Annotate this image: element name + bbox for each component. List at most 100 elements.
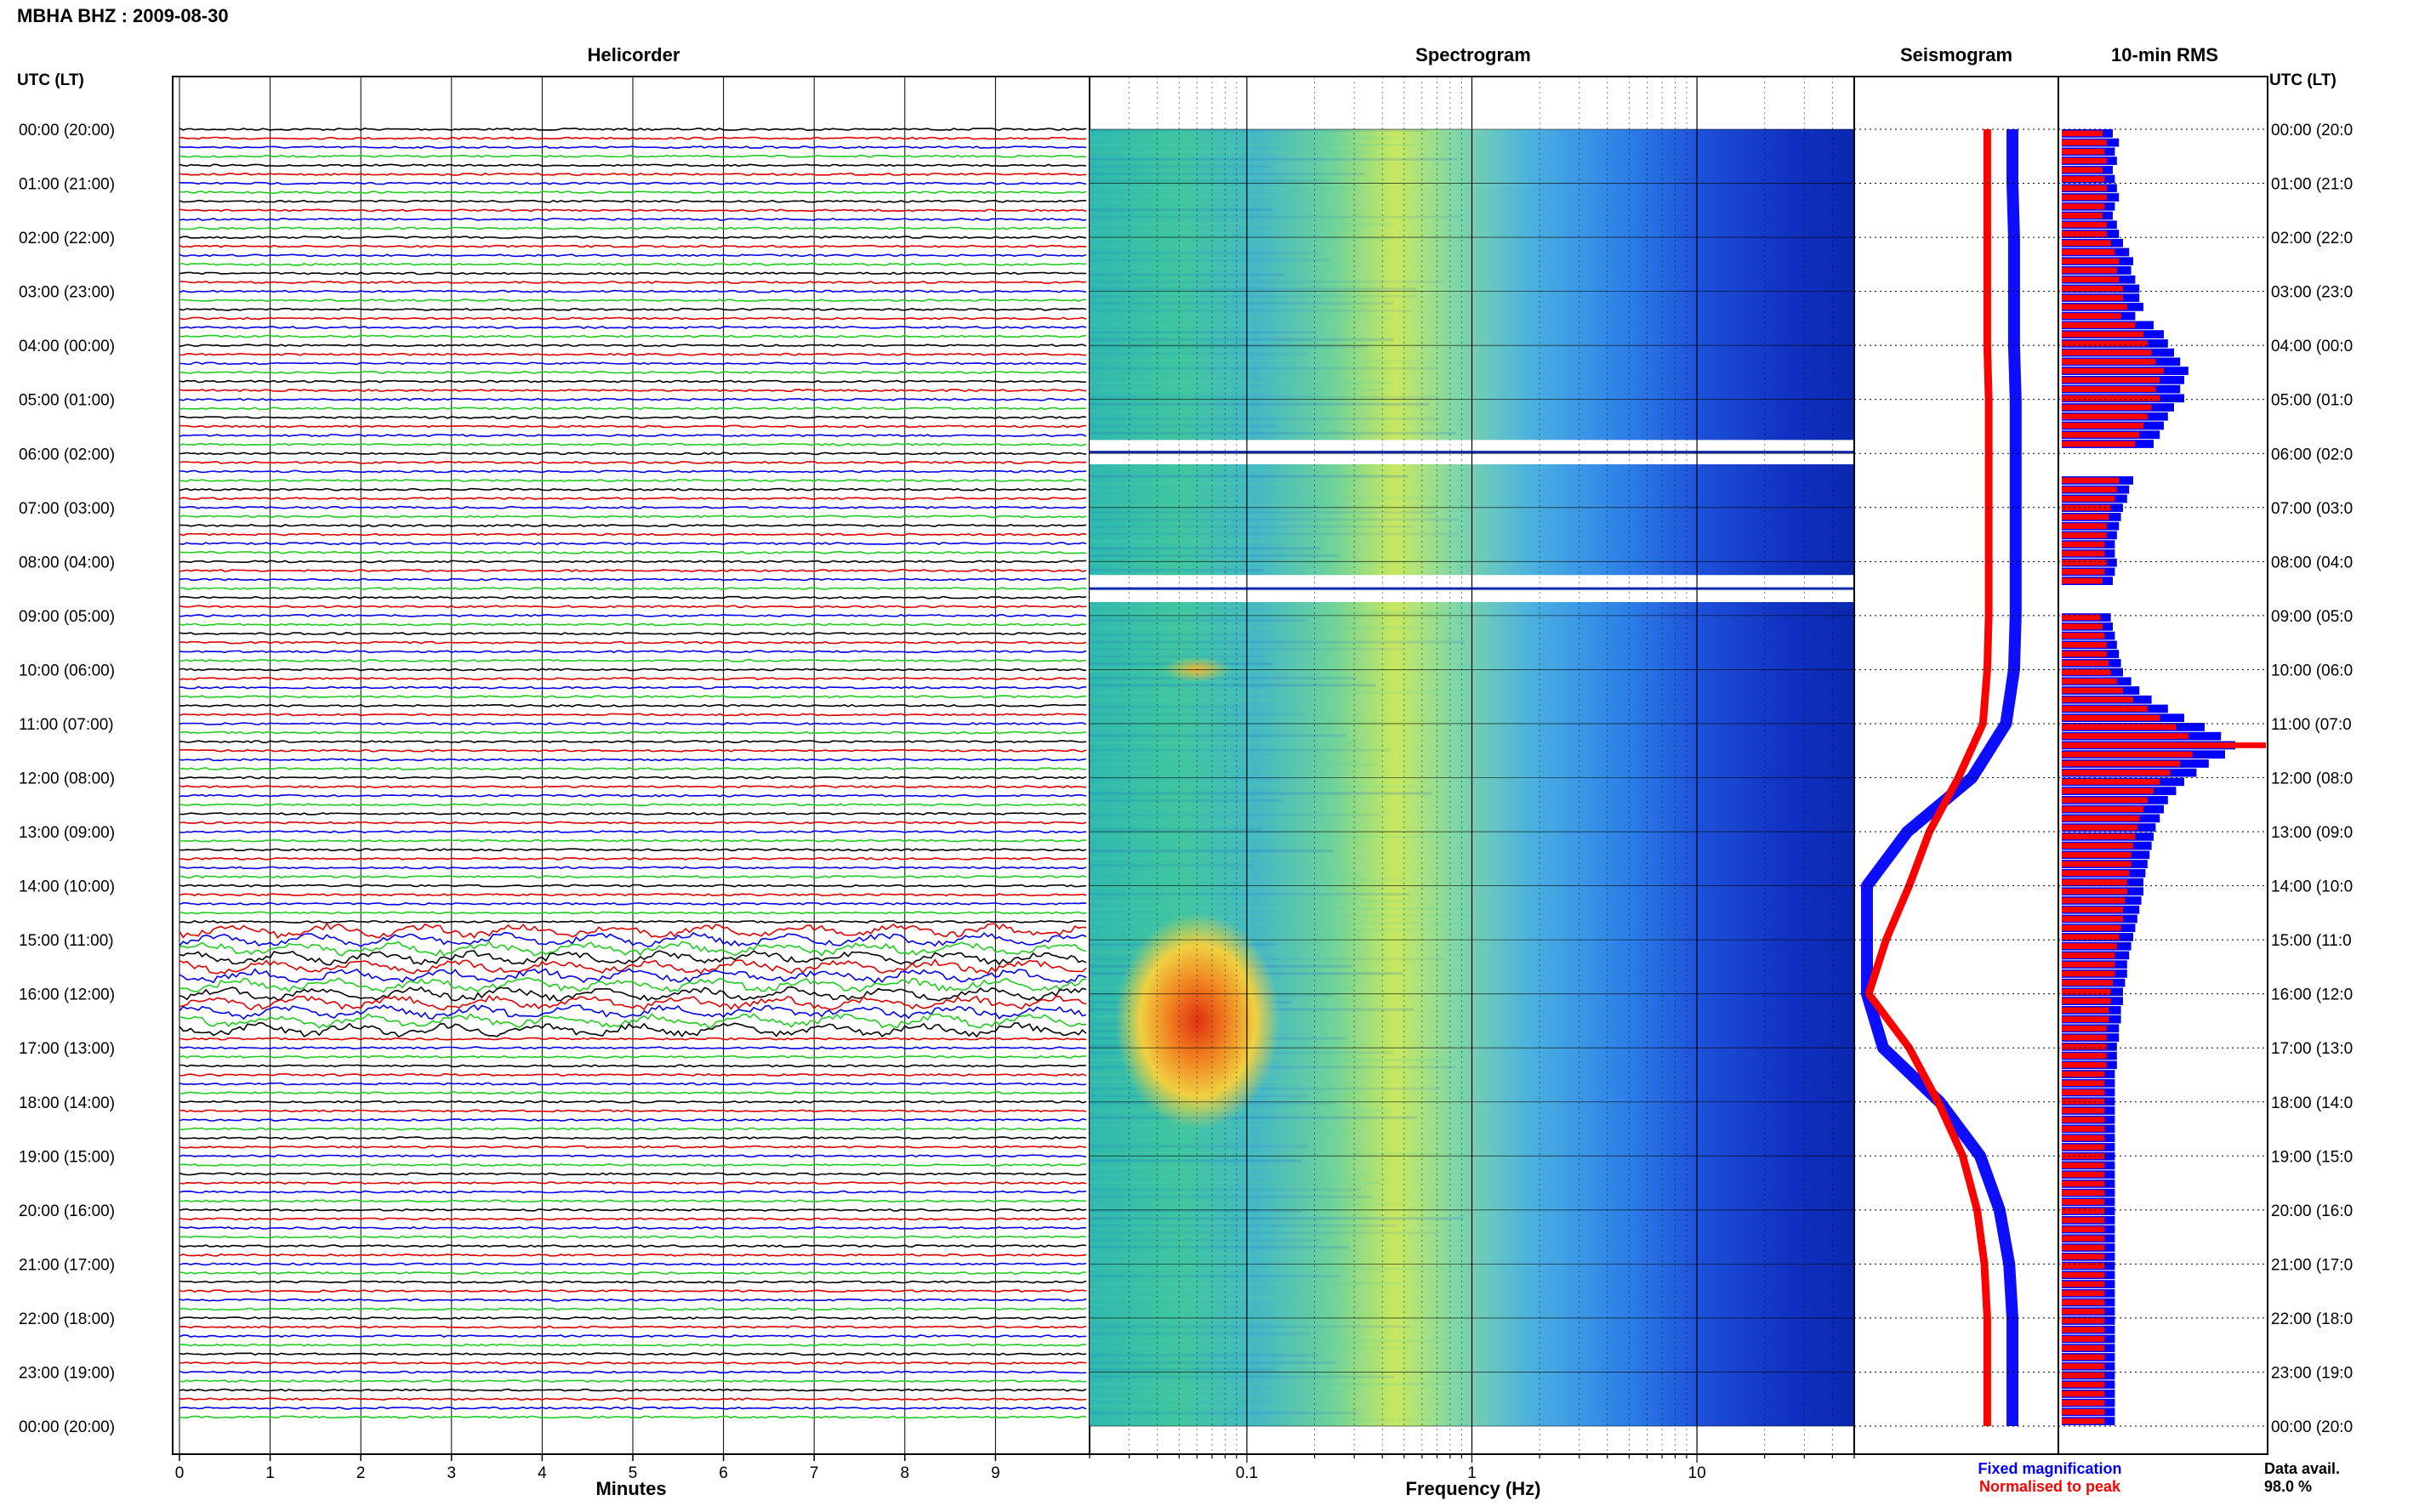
rms-bar-normalised (2062, 395, 2160, 401)
frequency-tick-label: 0.1 (1236, 1464, 1258, 1482)
spectrogram-band (1090, 813, 1381, 816)
rms-bar-normalised (2062, 1409, 2105, 1415)
helicorder-trace (179, 640, 1087, 645)
spectrogram-band (1090, 655, 1266, 658)
rms-bar-normalised (2062, 623, 2103, 630)
rms-bar-normalised (2062, 1363, 2105, 1370)
spectrogram-band (1090, 1412, 1357, 1415)
rms-bar-normalised (2062, 441, 2136, 447)
spectrogram-band (1090, 129, 1426, 132)
rms-bar-normalised (2062, 1134, 2105, 1141)
helicorder-trace (179, 469, 1087, 474)
spectrogram-band (1090, 1253, 1348, 1256)
spectrogram-band (1090, 424, 1277, 428)
spectrogram-band (1090, 309, 1412, 312)
data-avail-value: 98.0 % (2264, 1478, 2312, 1495)
rms-bar-normalised (2062, 560, 2107, 566)
spectrogram-band (1090, 1368, 1276, 1372)
time-label-right: 05:00 (01:0 (2271, 392, 2353, 410)
minute-tick-label: 7 (810, 1464, 819, 1482)
spectrogram-band (1090, 1267, 1470, 1270)
spectrogram-band (1090, 799, 1283, 802)
helicorder-trace (179, 1064, 1087, 1068)
time-label-right: 17:00 (13:0 (2271, 1040, 2353, 1058)
rms-bar-normalised (2062, 350, 2152, 355)
spectrogram-band (1090, 367, 1436, 370)
rms-bar-normalised (2062, 294, 2123, 301)
rms-bar-normalised (2062, 276, 2120, 283)
rms-bar-normalised (2062, 1071, 2105, 1077)
helicorder-trace (179, 289, 1087, 293)
rms-bar-normalised (2062, 1418, 2105, 1424)
spectrogram-band (1090, 1130, 1351, 1134)
figure-title: MBHA BHZ : 2009-08-30 (17, 5, 229, 26)
spectrogram-band (1090, 684, 1376, 687)
time-label-right: 11:00 (07:0 (2271, 716, 2352, 734)
helicorder-trace (179, 452, 1087, 456)
rms-bar-normalised (2062, 1253, 2105, 1260)
helicorder-trace (179, 253, 1087, 258)
spectrogram-band (1090, 561, 1414, 565)
time-label-right: 04:00 (00:0 (2271, 338, 2353, 355)
helicorder-trace (179, 1235, 1087, 1239)
spectrogram-band (1090, 1404, 1332, 1407)
rms-bar-normalised (2062, 532, 2107, 538)
rms-bar-normalised (2062, 1235, 2105, 1242)
rms-bar-normalised (2062, 1162, 2105, 1168)
spectrogram-band (1090, 294, 1417, 298)
helicorder-trace (179, 901, 1087, 906)
helicorder-trace (179, 1289, 1087, 1293)
rms-bar-normalised (2062, 1199, 2105, 1205)
data-avail-label: Data avail. (2264, 1460, 2340, 1477)
rms-bar-normalised (2062, 1098, 2105, 1105)
spectrogram-band (1090, 634, 1253, 637)
rms-bar-normalised (2062, 249, 2115, 255)
minute-tick-label: 6 (719, 1464, 728, 1482)
helicorder-trace (179, 1352, 1087, 1356)
minute-tick-label: 1 (265, 1464, 275, 1482)
rms-bar-normalised (2062, 614, 2101, 621)
helicorder-trace (179, 1217, 1087, 1221)
helicorder-trace (179, 941, 1087, 957)
spectrogram-band (1090, 1159, 1301, 1162)
spectrogram-band (1090, 1303, 1346, 1306)
helicorder-trace (179, 316, 1087, 321)
time-label-left: 01:00 (21:00) (19, 176, 115, 194)
spectrogram-band (1090, 151, 1370, 154)
rms-bar-normalised (2062, 651, 2107, 657)
helicorder-trace (179, 703, 1086, 708)
spectrogram-band (1090, 1116, 1418, 1119)
spectrogram-band (1090, 410, 1336, 413)
helicorder-trace (179, 1003, 1087, 1020)
rms-bar-normalised (2062, 641, 2107, 648)
helicorder-trace (179, 668, 1087, 672)
spectrogram-band (1090, 568, 1264, 571)
right-axis-title: UTC (LT) (2269, 71, 2336, 89)
spectrogram-band (1090, 489, 1329, 492)
helicorder-trace (179, 560, 1087, 564)
helicorder-trace (179, 1208, 1087, 1212)
helicorder-trace (179, 334, 1087, 338)
spectrogram-band (1090, 1375, 1395, 1378)
spectrogram-band (1090, 900, 1409, 903)
helicorder-trace (179, 307, 1087, 311)
helicorder-trace (179, 1100, 1087, 1104)
time-label-right: 09:00 (05:0 (2271, 608, 2353, 626)
rms-bar-normalised (2062, 523, 2107, 530)
spectrogram-band (1090, 431, 1456, 435)
rms-bar-normalised (2062, 1016, 2109, 1022)
spectrogram-band (1090, 742, 1357, 745)
time-label-right: 16:00 (12:0 (2271, 986, 2353, 1004)
rms-bar-normalised (2062, 1034, 2107, 1041)
helicorder-trace (179, 730, 1087, 735)
rms-bar-normalised (2062, 760, 2181, 767)
helicorder-trace (179, 154, 1087, 158)
spectrogram-band (1090, 806, 1254, 810)
spectrogram-band (1090, 287, 1417, 291)
time-label-left: 13:00 (09:00) (19, 824, 115, 842)
helicorder-trace (179, 1127, 1087, 1131)
time-label-right: 08:00 (04:0 (2271, 554, 2353, 571)
spectrogram-band (1090, 921, 1470, 924)
minutes-axis-label: Minutes (595, 1478, 666, 1499)
helicorder-trace (179, 281, 1087, 284)
